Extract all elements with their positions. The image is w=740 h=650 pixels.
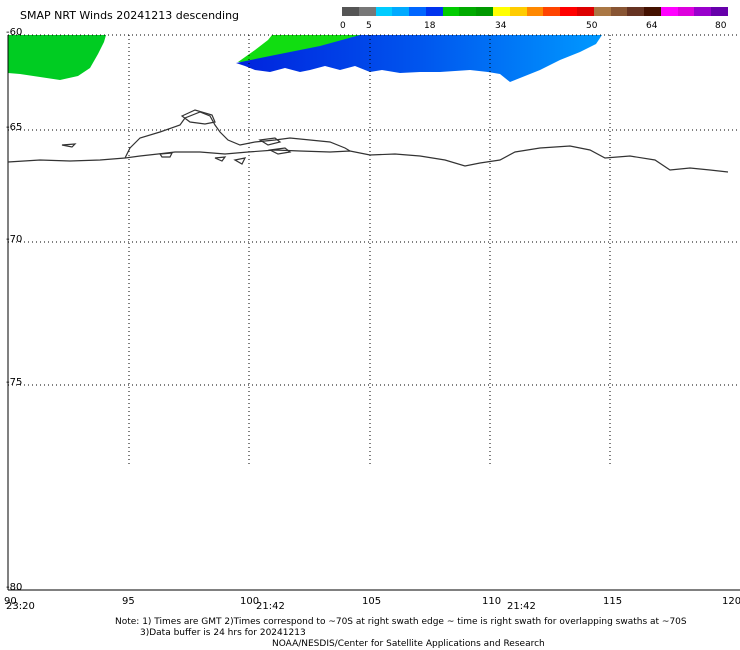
- lon-label-100: 100: [240, 596, 260, 607]
- note-line-1: Note: 1) Times are GMT 2)Times correspon…: [115, 617, 687, 627]
- colorbar-label-50: 50: [586, 21, 598, 31]
- swath-time-1: 23:20: [6, 601, 35, 612]
- colorbar-label-18: 18: [424, 21, 436, 31]
- colorbar-segment: [593, 7, 611, 16]
- colorbar-label-64: 64: [646, 21, 658, 31]
- colorbar-segment: [660, 7, 678, 16]
- colorbar-segment: [425, 7, 443, 16]
- lon-label-120: 120: [722, 596, 740, 607]
- colorbar-segment: [509, 7, 527, 16]
- swath-time-3: 21:42: [507, 601, 536, 612]
- map-title: SMAP NRT Winds 20241213 descending: [20, 9, 240, 22]
- colorbar-segment: [358, 7, 376, 16]
- lon-label-115: 115: [603, 596, 623, 607]
- colorbar-label-0: 0: [340, 21, 346, 31]
- colorbar-segment: [644, 7, 661, 16]
- colorbar-segment: [627, 7, 645, 16]
- note-line-2: 3)Data buffer is 24 hrs for 20241213: [140, 628, 306, 638]
- colorbar-segment: [375, 7, 393, 16]
- lat-label-65: -65: [6, 122, 23, 133]
- colorbar-segment: [576, 7, 594, 16]
- lon-label-90: 90: [4, 596, 17, 607]
- wind-speed-colorbar: [342, 7, 728, 16]
- lon-label-110: 110: [482, 596, 502, 607]
- colorbar-segment: [409, 7, 426, 16]
- colorbar-segment: [392, 7, 410, 16]
- colorbar-segment: [560, 7, 577, 16]
- lat-label-60: -60: [6, 27, 23, 38]
- wind-swath-green-top: [238, 35, 362, 62]
- wind-swath-blue: [236, 35, 602, 82]
- lat-label-80: -80: [6, 582, 23, 593]
- colorbar-segment: [342, 7, 359, 16]
- colorbar-segment: [677, 7, 695, 16]
- colorbar-segment: [711, 7, 728, 16]
- coastline: [7, 109, 729, 173]
- colorbar-segment: [442, 7, 460, 16]
- colorbar-segment: [526, 7, 544, 16]
- lat-label-70: -70: [6, 234, 23, 245]
- colorbar-label-34: 34: [495, 21, 507, 31]
- colorbar-segment: [610, 7, 628, 16]
- colorbar-segment: [543, 7, 561, 16]
- lon-label-105: 105: [362, 596, 382, 607]
- colorbar-segment: [493, 7, 510, 16]
- note-line-3: NOAA/NESDIS/Center for Satellite Applica…: [272, 639, 545, 649]
- colorbar-label-5: 5: [366, 21, 372, 31]
- colorbar-segment: [459, 7, 477, 16]
- colorbar-label-80: 80: [715, 21, 727, 31]
- lat-label-75: -75: [6, 377, 23, 388]
- colorbar-segment: [694, 7, 712, 16]
- lon-label-95: 95: [122, 596, 135, 607]
- wind-swath-green-left: [8, 35, 106, 80]
- colorbar-segment: [476, 7, 494, 16]
- swath-time-2: 21:42: [256, 601, 285, 612]
